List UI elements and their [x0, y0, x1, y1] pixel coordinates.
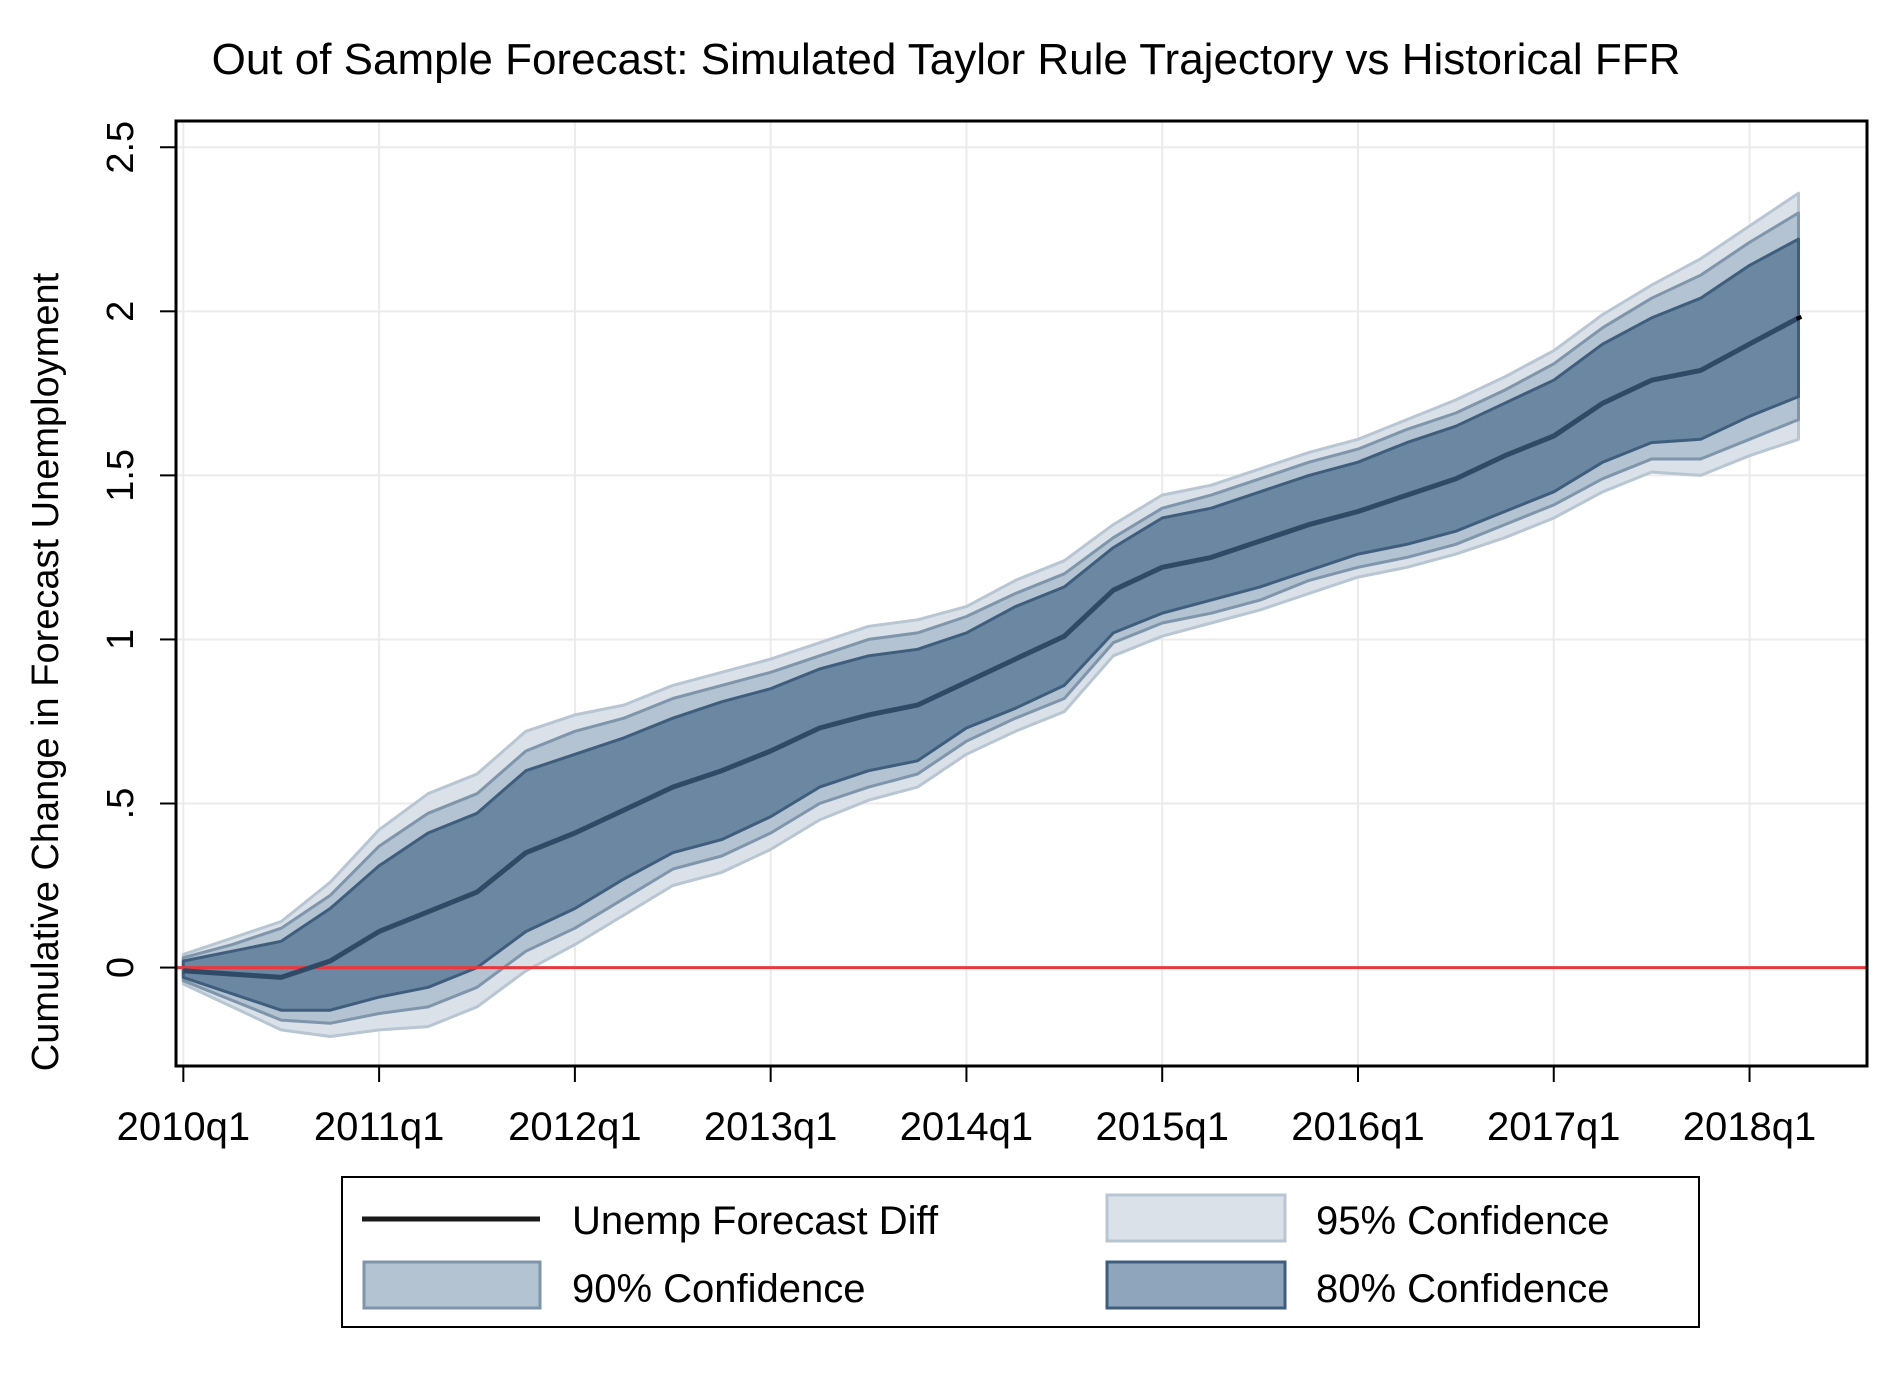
y-tick-label: .5: [100, 788, 142, 820]
legend-frame: [341, 1176, 1700, 1328]
legend-label-unemp-forecast-diff: Unemp Forecast Diff: [572, 1199, 939, 1243]
y-tick-label: 0: [100, 957, 142, 978]
plot-frame: [174, 119, 1869, 1068]
y-axis-label: Cumulative Change in Forecast Unemployme…: [25, 272, 67, 1071]
y-tick-label: 2: [100, 301, 142, 322]
y-axis: 0 .5 1 1.5 2 2.5: [100, 121, 176, 978]
y-tick-label: 1: [100, 629, 142, 650]
chart-title: Out of Sample Forecast: Simulated Taylor…: [212, 35, 1681, 84]
x-tick-label: 2013q1: [704, 1105, 837, 1149]
gridlines: [176, 121, 1867, 1066]
x-tick-label: 2015q1: [1095, 1105, 1228, 1149]
y-tick-label: 2.5: [100, 121, 142, 174]
x-tick-label: 2010q1: [117, 1105, 250, 1149]
y-tick-label: 1.5: [100, 449, 142, 502]
legend-label-80-confidence: 80% Confidence: [1316, 1267, 1610, 1311]
legend-swatch-95-confidence: [1105, 1193, 1287, 1243]
legend-label-95-confidence: 95% Confidence: [1316, 1199, 1610, 1243]
x-tick-label: 2014q1: [900, 1105, 1033, 1149]
plot-area: [174, 119, 1869, 1068]
forecast-line: [183, 315, 1803, 980]
legend: Unemp Forecast Diff 95% Confidence 90% C…: [341, 1176, 1700, 1328]
legend-label-90-confidence: 90% Confidence: [572, 1267, 866, 1311]
x-axis: 2010q1 2011q1 2012q1 2013q1 2014q1 2015q1 2016…: [117, 1066, 1816, 1149]
x-tick-label: 2012q1: [508, 1105, 641, 1149]
legend-swatch-90-confidence: [362, 1260, 542, 1310]
x-tick-label: 2017q1: [1487, 1105, 1620, 1149]
confidence-band: [181, 237, 1800, 1012]
x-tick-label: 2011q1: [314, 1105, 445, 1149]
x-tick-label: 2016q1: [1291, 1105, 1424, 1149]
forecast-series-line: [183, 315, 1800, 980]
x-tick-label: 2018q1: [1683, 1105, 1816, 1149]
forecast-line-end: [1795, 315, 1803, 321]
legend-swatch-80-confidence: [1105, 1260, 1287, 1310]
band-80: [181, 237, 1800, 1012]
